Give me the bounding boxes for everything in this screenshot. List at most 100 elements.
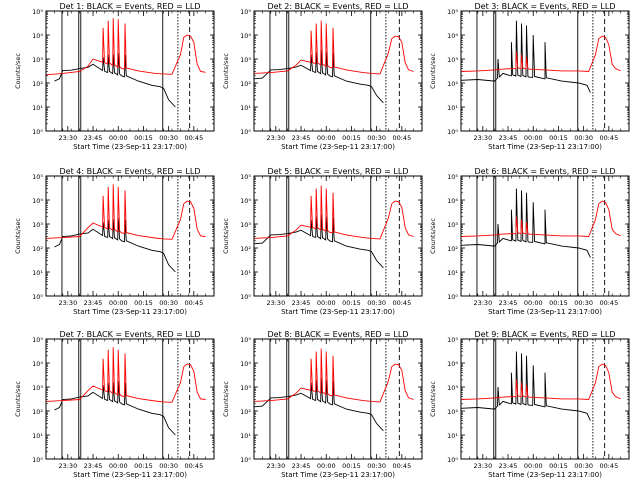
y-tick-label: 10¹ <box>32 432 43 440</box>
y-tick-label: 10² <box>240 80 251 88</box>
x-tick-label: 00:00 <box>317 134 336 142</box>
x-tick-label: 00:30 <box>574 462 593 470</box>
events-line <box>54 52 176 108</box>
events-line <box>460 20 591 93</box>
y-tick-label: 10⁵ <box>240 8 251 16</box>
x-tick-label: 00:00 <box>317 462 336 470</box>
detector-panel-2: Det 2: BLACK = Events, RED = LLD 10⁰ 10¹ 10… <box>222 2 423 151</box>
x-axis-label: Start Time (23-Sep-11 23:17:00) <box>488 471 602 479</box>
x-tick-label: 00:45 <box>184 462 203 470</box>
x-tick-label: 00:45 <box>184 299 203 307</box>
x-tick-label: 23:45 <box>292 134 311 142</box>
y-tick-label: 10⁰ <box>240 293 251 301</box>
lld-line <box>460 35 621 72</box>
detector-panel-8: Det 8: BLACK = Events, RED = LLD 10⁰ 10¹ 10… <box>222 330 423 479</box>
panel-title: Det 5: BLACK = Events, RED = LLD <box>268 167 409 176</box>
y-tick-label: 10¹ <box>240 432 251 440</box>
y-tick-label: 10⁴ <box>240 197 251 205</box>
plot-frame <box>253 175 423 297</box>
x-tick-label: 00:30 <box>574 134 593 142</box>
y-axis-label: Counts/sec <box>14 53 22 89</box>
y-tick-label: 10⁰ <box>240 456 251 464</box>
panel-title: Det 1: BLACK = Events, RED = LLD <box>60 2 201 11</box>
events-line <box>460 351 591 421</box>
y-tick-label: 10⁰ <box>447 293 458 301</box>
x-tick-label: 23:45 <box>292 462 311 470</box>
y-axis-label: Counts/sec <box>222 381 230 417</box>
x-tick-label: 00:30 <box>367 299 386 307</box>
x-tick-label: 23:45 <box>84 134 103 142</box>
plot-frame <box>45 338 215 460</box>
events-line <box>253 49 384 104</box>
y-tick-label: 10² <box>32 408 43 416</box>
lld-line <box>460 200 621 237</box>
y-tick-label: 10⁰ <box>240 128 251 136</box>
lld-line <box>460 363 621 400</box>
y-axis-label: Counts/sec <box>429 53 437 89</box>
detector-panel-9: Det 9: BLACK = Events, RED = LLD 10⁰ 10¹ 10… <box>429 330 630 479</box>
panel-title: Det 6: BLACK = Events, RED = LLD <box>475 167 616 176</box>
x-tick-label: 00:45 <box>184 134 203 142</box>
x-tick-label: 00:45 <box>392 462 411 470</box>
x-tick-label: 00:30 <box>159 299 178 307</box>
detector-panel-6: Det 6: BLACK = Events, RED = LLD 10⁰ 10¹ 10… <box>429 167 630 316</box>
y-tick-label: 10² <box>447 80 458 88</box>
events-line <box>253 377 384 432</box>
y-tick-label: 10⁴ <box>32 32 43 40</box>
y-axis-label: Counts/sec <box>14 381 22 417</box>
y-tick-label: 10² <box>32 80 43 88</box>
x-tick-label: 23:30 <box>58 134 77 142</box>
plot-frame <box>460 175 630 297</box>
x-tick-label: 23:30 <box>473 299 492 307</box>
y-tick-label: 10⁵ <box>32 8 43 16</box>
y-tick-label: 10³ <box>240 56 251 64</box>
y-tick-label: 10⁴ <box>240 360 251 368</box>
y-axis-label: Counts/sec <box>429 381 437 417</box>
y-tick-label: 10³ <box>240 221 251 229</box>
y-tick-label: 10⁰ <box>447 456 458 464</box>
x-axis-label: Start Time (23-Sep-11 23:17:00) <box>281 471 395 479</box>
x-tick-label: 00:15 <box>342 462 361 470</box>
y-tick-label: 10⁵ <box>447 173 458 181</box>
y-tick-label: 10³ <box>447 56 458 64</box>
x-tick-label: 23:30 <box>266 134 285 142</box>
lld-line <box>253 348 414 403</box>
x-tick-label: 00:45 <box>392 299 411 307</box>
y-tick-label: 10³ <box>447 221 458 229</box>
lld-line <box>45 347 206 403</box>
events-line <box>54 217 176 273</box>
x-tick-label: 00:15 <box>549 134 568 142</box>
y-tick-label: 10⁰ <box>32 456 43 464</box>
x-tick-label: 00:00 <box>524 462 543 470</box>
y-tick-label: 10³ <box>32 384 43 392</box>
x-tick-label: 23:45 <box>499 134 518 142</box>
y-tick-label: 10² <box>447 408 458 416</box>
x-axis-label: Start Time (23-Sep-11 23:17:00) <box>73 308 187 316</box>
y-tick-label: 10¹ <box>447 432 458 440</box>
x-tick-label: 00:15 <box>342 134 361 142</box>
x-tick-label: 00:00 <box>524 134 543 142</box>
y-axis-label: Counts/sec <box>14 218 22 254</box>
x-tick-label: 00:30 <box>159 462 178 470</box>
y-tick-label: 10⁴ <box>32 360 43 368</box>
detector-panel-4: Det 4: BLACK = Events, RED = LLD 10⁰ 10¹ 10… <box>14 167 215 316</box>
lld-line <box>45 184 206 240</box>
panel-title: Det 4: BLACK = Events, RED = LLD <box>60 167 201 176</box>
x-tick-label: 23:45 <box>499 299 518 307</box>
x-tick-label: 00:15 <box>549 299 568 307</box>
x-axis-label: Start Time (23-Sep-11 23:17:00) <box>281 143 395 151</box>
x-tick-label: 00:00 <box>109 134 128 142</box>
detector-panel-1: Det 1: BLACK = Events, RED = LLD 10⁰ 10¹ 10… <box>14 2 215 151</box>
y-tick-label: 10⁵ <box>32 336 43 344</box>
y-tick-label: 10¹ <box>32 269 43 277</box>
x-tick-label: 23:45 <box>292 299 311 307</box>
x-tick-label: 23:45 <box>84 299 103 307</box>
y-tick-label: 10⁰ <box>32 128 43 136</box>
y-tick-label: 10² <box>447 245 458 253</box>
y-tick-label: 10⁴ <box>32 197 43 205</box>
x-axis-label: Start Time (23-Sep-11 23:17:00) <box>488 308 602 316</box>
plot-frame <box>460 338 630 460</box>
x-tick-label: 23:30 <box>58 462 77 470</box>
x-tick-label: 00:00 <box>524 299 543 307</box>
